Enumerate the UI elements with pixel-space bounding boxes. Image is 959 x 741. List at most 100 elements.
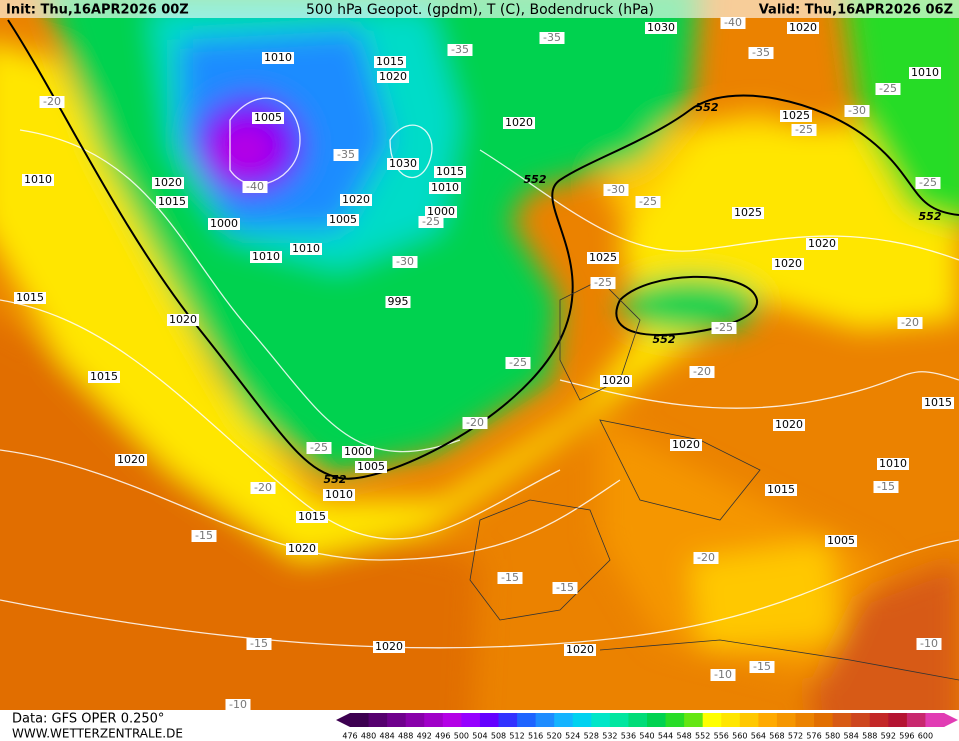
pressure-label: 1015 (767, 483, 795, 496)
temperature-label-box (720, 17, 746, 29)
pressure-label: 1020 (169, 313, 197, 326)
pressure-label-box (909, 67, 941, 79)
temperature-label: -25 (715, 321, 733, 334)
temperature-label-box (306, 442, 332, 454)
temperature-label-box (873, 481, 899, 493)
scale-label: 536 (621, 732, 636, 741)
pressure-label-box (323, 489, 355, 501)
pressure-label-box (922, 397, 954, 409)
temperature-label-box (916, 638, 942, 650)
pressure-label-box (425, 206, 457, 218)
temperature-label: -20 (901, 316, 919, 329)
pressure-label: 1020 (375, 640, 403, 653)
pressure-label: 1020 (117, 453, 145, 466)
temperature-label: -25 (509, 356, 527, 369)
scale-arrow-left (336, 713, 350, 727)
scale-label: 572 (788, 732, 803, 741)
temperature-label-box (225, 699, 251, 711)
scale-label: 564 (751, 732, 766, 741)
scale-label: 516 (528, 732, 543, 741)
scale-swatch (888, 713, 908, 727)
scale-label: 596 (899, 732, 914, 741)
scale-label: 488 (398, 732, 413, 741)
temperature-label-box (689, 366, 715, 378)
temperature-label-box (603, 184, 629, 196)
temperature-label: -10 (920, 637, 938, 650)
scale-label: 512 (509, 732, 524, 741)
pressure-label-box (327, 214, 359, 226)
pressure-label-box (340, 194, 372, 206)
scale-arrow-right (944, 713, 958, 727)
temperature-label: -40 (246, 180, 264, 193)
pressure-label-box (670, 439, 702, 451)
temperature-label-box (462, 417, 488, 429)
temperature-label-box (749, 661, 775, 673)
scale-swatch (906, 713, 926, 727)
pressure-label: 1020 (505, 116, 533, 129)
temperature-label-box (748, 47, 774, 59)
pressure-label: 1010 (879, 457, 907, 470)
temperature-label: -30 (848, 104, 866, 117)
pressure-label: 1010 (325, 488, 353, 501)
init-time: Init: Thu,16APR2026 00Z (6, 3, 189, 18)
pressure-label: 1015 (158, 195, 186, 208)
pressure-label: 1015 (436, 165, 464, 178)
scale-swatch (609, 713, 629, 727)
scale-swatch (461, 713, 481, 727)
scale-swatch (832, 713, 852, 727)
pressure-label-box (587, 252, 619, 264)
temperature-label-box (505, 357, 531, 369)
scale-swatch (405, 713, 425, 727)
scale-label: 544 (658, 732, 673, 741)
temperature-label-box (635, 196, 661, 208)
pressure-label-box (250, 251, 282, 263)
temperature-label-box (39, 96, 65, 108)
pressure-label-box (355, 461, 387, 473)
temperature-label: -25 (919, 176, 937, 189)
scale-swatch (665, 713, 685, 727)
temperature-label-box (915, 177, 941, 189)
pressure-label-box (773, 419, 805, 431)
pressure-label: 1025 (782, 109, 810, 122)
scale-label: 592 (881, 732, 896, 741)
scale-swatch (628, 713, 648, 727)
pressure-label: 1020 (342, 193, 370, 206)
temperature-label-box (897, 317, 923, 329)
pressure-label-box (877, 458, 909, 470)
scale-swatch (814, 713, 834, 727)
pressure-label: 1020 (808, 237, 836, 250)
pressure-label: 1020 (154, 176, 182, 189)
pressure-label-box (503, 117, 535, 129)
temperature-label: -30 (396, 255, 414, 268)
pressure-label-box (156, 196, 188, 208)
scale-label: 588 (862, 732, 877, 741)
pressure-label: 1000 (427, 205, 455, 218)
scale-swatch (776, 713, 796, 727)
temperature-label-box (418, 216, 444, 228)
pressure-label: 1010 (292, 242, 320, 255)
scale-swatch (739, 713, 759, 727)
temperature-label-box (497, 572, 523, 584)
pressure-label: 1010 (431, 181, 459, 194)
temperature-label-box (791, 124, 817, 136)
temperature-label: -25 (879, 82, 897, 95)
temperature-label-box (552, 582, 578, 594)
pressure-label-box (772, 258, 804, 270)
scale-label: 492 (417, 732, 432, 741)
temperature-label: -30 (607, 183, 625, 196)
temperature-label-box (242, 181, 268, 193)
website: WWW.WETTERZENTRALE.DE (12, 727, 183, 741)
scale-label: 580 (825, 732, 840, 741)
scale-swatch (442, 713, 462, 727)
map-title: 500 hPa Geopot. (gpdm), T (C), Bodendruc… (306, 2, 654, 18)
height-label: 552 (324, 473, 347, 486)
pressure-label-box (564, 644, 596, 656)
pressure-label-box (152, 177, 184, 189)
temperature-label-box (590, 277, 616, 289)
pressure-label-box (208, 218, 240, 230)
pressure-label: 1015 (376, 55, 404, 68)
height-label: 552 (524, 173, 547, 186)
pressure-label: 1025 (589, 251, 617, 264)
scale-label: 504 (472, 732, 487, 741)
